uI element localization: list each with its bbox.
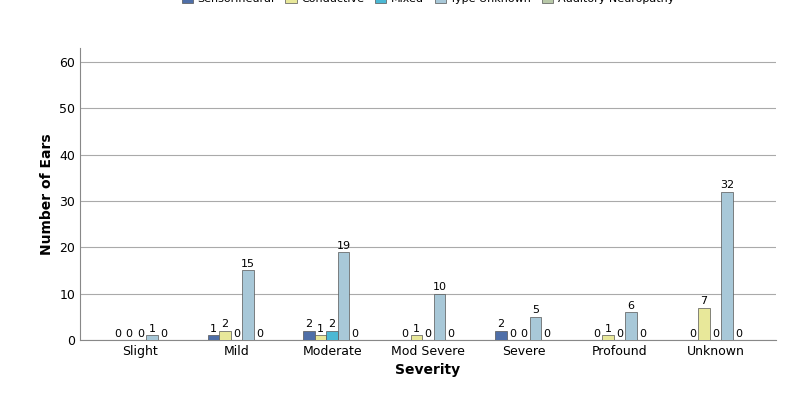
Bar bbox=[207, 335, 219, 340]
Bar bbox=[338, 252, 350, 340]
Bar bbox=[146, 335, 158, 340]
Text: 0: 0 bbox=[616, 329, 623, 339]
Text: 0: 0 bbox=[126, 329, 132, 339]
Bar bbox=[434, 294, 446, 340]
X-axis label: Severity: Severity bbox=[395, 364, 461, 378]
Bar bbox=[530, 317, 541, 340]
Text: 1: 1 bbox=[605, 324, 612, 334]
Bar bbox=[315, 335, 326, 340]
Text: 2: 2 bbox=[306, 319, 313, 329]
Text: 0: 0 bbox=[137, 329, 144, 339]
Y-axis label: Number of Ears: Number of Ears bbox=[39, 133, 54, 255]
Bar bbox=[495, 331, 506, 340]
Bar bbox=[602, 335, 614, 340]
Text: 0: 0 bbox=[509, 329, 516, 339]
Text: 15: 15 bbox=[241, 259, 254, 269]
Text: 1: 1 bbox=[413, 324, 420, 334]
Text: 2: 2 bbox=[221, 319, 228, 329]
Text: 1: 1 bbox=[210, 324, 217, 334]
Text: 32: 32 bbox=[720, 180, 734, 190]
Bar bbox=[219, 331, 230, 340]
Text: 0: 0 bbox=[520, 329, 527, 339]
Text: 0: 0 bbox=[402, 329, 409, 339]
Text: 0: 0 bbox=[594, 329, 600, 339]
Text: 5: 5 bbox=[532, 306, 539, 316]
Text: 0: 0 bbox=[256, 329, 262, 339]
Bar bbox=[242, 270, 254, 340]
Bar bbox=[326, 331, 338, 340]
Text: 2: 2 bbox=[498, 319, 505, 329]
Bar bbox=[410, 335, 422, 340]
Text: 0: 0 bbox=[639, 329, 646, 339]
Bar bbox=[303, 331, 315, 340]
Bar bbox=[626, 312, 637, 340]
Text: 0: 0 bbox=[735, 329, 742, 339]
Text: 1: 1 bbox=[149, 324, 155, 334]
Text: 2: 2 bbox=[329, 319, 336, 329]
Text: 7: 7 bbox=[701, 296, 708, 306]
Text: 1: 1 bbox=[317, 324, 324, 334]
Text: 0: 0 bbox=[233, 329, 240, 339]
Text: 0: 0 bbox=[160, 329, 167, 339]
Bar bbox=[698, 308, 710, 340]
Text: 0: 0 bbox=[447, 329, 454, 339]
Text: 0: 0 bbox=[689, 329, 696, 339]
Text: 0: 0 bbox=[425, 329, 431, 339]
Text: 0: 0 bbox=[352, 329, 358, 339]
Text: 19: 19 bbox=[337, 240, 350, 250]
Text: 6: 6 bbox=[628, 301, 634, 311]
Text: 0: 0 bbox=[543, 329, 550, 339]
Text: 0: 0 bbox=[114, 329, 121, 339]
Text: 0: 0 bbox=[712, 329, 719, 339]
Legend: Sensorineural, Conductive, Mixed, Type Unknown, Auditory Neuropathy: Sensorineural, Conductive, Mixed, Type U… bbox=[178, 0, 678, 9]
Text: 10: 10 bbox=[433, 282, 446, 292]
Bar bbox=[722, 192, 733, 340]
